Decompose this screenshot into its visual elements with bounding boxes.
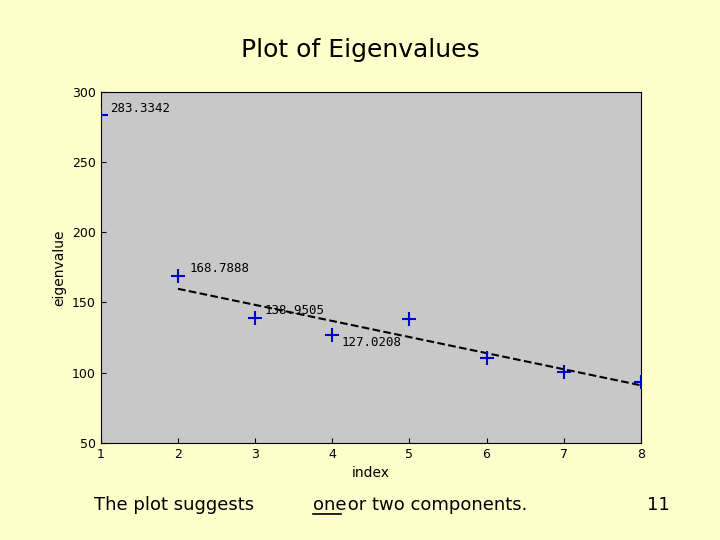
Text: or two components.: or two components.: [342, 496, 527, 514]
X-axis label: index: index: [352, 466, 390, 480]
Text: The plot suggests: The plot suggests: [94, 496, 259, 514]
Y-axis label: eigenvalue: eigenvalue: [53, 229, 66, 306]
Text: 127.0208: 127.0208: [341, 336, 402, 349]
Text: one: one: [313, 496, 347, 514]
Text: 138.9505: 138.9505: [264, 303, 324, 316]
Text: 11: 11: [647, 496, 670, 514]
Text: 168.7888: 168.7888: [189, 262, 250, 275]
Text: 283.3342: 283.3342: [110, 103, 170, 116]
Text: Plot of Eigenvalues: Plot of Eigenvalues: [240, 38, 480, 62]
